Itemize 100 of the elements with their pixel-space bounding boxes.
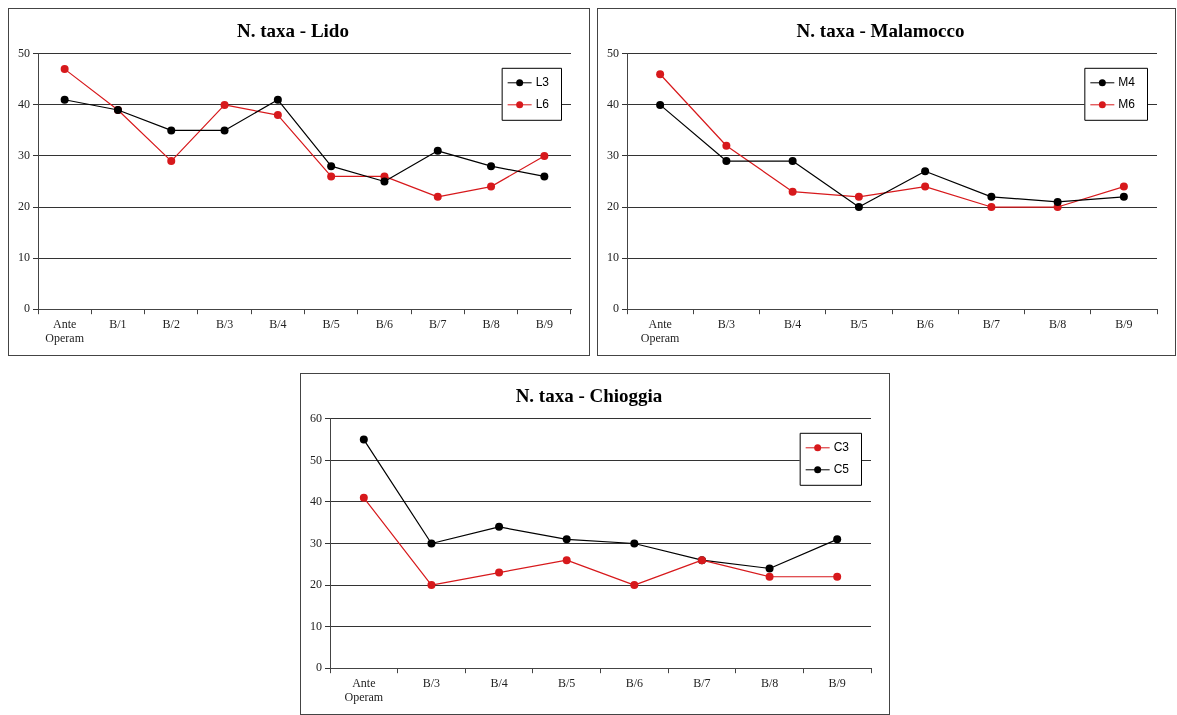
x-tick-label: Ante Operam	[45, 316, 85, 345]
y-tick-label: 10	[18, 250, 30, 265]
point	[487, 182, 496, 191]
x-tick-label: B/7	[693, 675, 711, 690]
point	[359, 493, 368, 502]
point	[1119, 192, 1128, 201]
y-tick-label: 20	[607, 199, 619, 214]
x-tick-label: B/8	[1048, 316, 1067, 331]
point	[788, 157, 797, 166]
legend-label: C3	[833, 440, 850, 455]
x-tick-label: B/8	[482, 316, 500, 331]
point	[1053, 197, 1062, 206]
x-tick-label: B/9	[828, 675, 846, 690]
x-tick-label: B/6	[375, 316, 394, 331]
x-tick-label: B/3	[422, 675, 441, 690]
point	[359, 435, 368, 444]
y-tick-label: 20	[18, 199, 30, 214]
legend-label: C5	[833, 462, 850, 477]
point	[854, 192, 863, 201]
x-tick-label: B/7	[982, 316, 1001, 331]
point	[788, 187, 797, 196]
point	[273, 111, 282, 120]
legend-label: L3	[535, 75, 550, 90]
point	[722, 157, 731, 166]
point	[495, 522, 504, 531]
point	[327, 162, 336, 171]
x-tick-label: B/5	[558, 675, 576, 690]
point	[273, 95, 282, 104]
x-tick-label: B/4	[783, 316, 802, 331]
x-tick-label: B/4	[490, 675, 508, 690]
point	[220, 126, 229, 135]
x-tick-label: B/2	[162, 316, 180, 331]
point	[540, 151, 549, 160]
point	[656, 100, 665, 109]
point	[220, 100, 229, 109]
point	[765, 564, 774, 573]
point	[380, 177, 389, 186]
y-tick-label: 60	[310, 410, 322, 425]
point	[433, 146, 442, 155]
chart-title: N. taxa - Malamocco	[796, 20, 965, 42]
point	[921, 167, 930, 176]
x-tick-label: B/6	[625, 675, 643, 690]
point	[487, 162, 496, 171]
y-tick-label: 40	[607, 97, 619, 112]
x-tick-label: B/7	[429, 316, 447, 331]
y-tick-label: 10	[310, 618, 322, 633]
x-tick-label: Ante Operam	[344, 675, 384, 704]
point	[562, 556, 571, 565]
point	[987, 192, 996, 201]
point	[987, 203, 996, 212]
x-tick-label: B/9	[535, 316, 554, 331]
y-tick-label: 50	[18, 45, 30, 60]
point	[722, 141, 731, 150]
x-tick-label: B/1	[109, 316, 127, 331]
y-tick-label: 0	[613, 301, 619, 316]
y-tick-label: 0	[316, 660, 322, 675]
y-tick-label: 30	[607, 148, 619, 163]
y-tick-label: 30	[18, 148, 30, 163]
x-tick-label: B/3	[215, 316, 234, 331]
x-tick-label: B/8	[760, 675, 779, 690]
point	[495, 568, 504, 577]
point	[854, 203, 863, 212]
y-tick-label: 50	[310, 452, 322, 467]
point	[327, 172, 336, 181]
y-tick-label: 40	[18, 97, 30, 112]
point	[167, 157, 176, 166]
y-tick-label: 20	[310, 577, 322, 592]
x-tick-label: B/9	[1115, 316, 1133, 331]
chart-title: N. taxa - Chioggia	[515, 385, 663, 407]
point	[833, 572, 842, 581]
point	[630, 581, 639, 590]
point	[540, 172, 549, 181]
point	[433, 192, 442, 201]
legend-label: M4	[1118, 75, 1136, 90]
y-tick-label: 30	[310, 535, 322, 550]
y-tick-label: 50	[607, 45, 619, 60]
x-tick-label: B/6	[916, 316, 934, 331]
legend-label: M6	[1118, 97, 1136, 112]
point	[562, 535, 571, 544]
point	[167, 126, 176, 135]
point	[427, 539, 436, 548]
point	[656, 70, 665, 79]
y-tick-label: 0	[24, 301, 30, 316]
point	[765, 572, 774, 581]
y-tick-label: 40	[310, 494, 322, 509]
x-tick-label: B/3	[717, 316, 736, 331]
x-tick-label: Ante Operam	[640, 316, 681, 345]
point	[60, 95, 69, 104]
x-tick-label: B/5	[850, 316, 868, 331]
legend-label: L6	[535, 97, 550, 112]
point	[1119, 182, 1128, 191]
y-tick-label: 10	[607, 250, 619, 265]
x-tick-label: B/4	[269, 316, 287, 331]
point	[427, 581, 436, 590]
point	[630, 539, 639, 548]
point	[833, 535, 842, 544]
x-tick-label: B/5	[322, 316, 340, 331]
point	[60, 65, 69, 74]
chart-title: N. taxa - Lido	[237, 20, 349, 42]
point	[921, 182, 930, 191]
